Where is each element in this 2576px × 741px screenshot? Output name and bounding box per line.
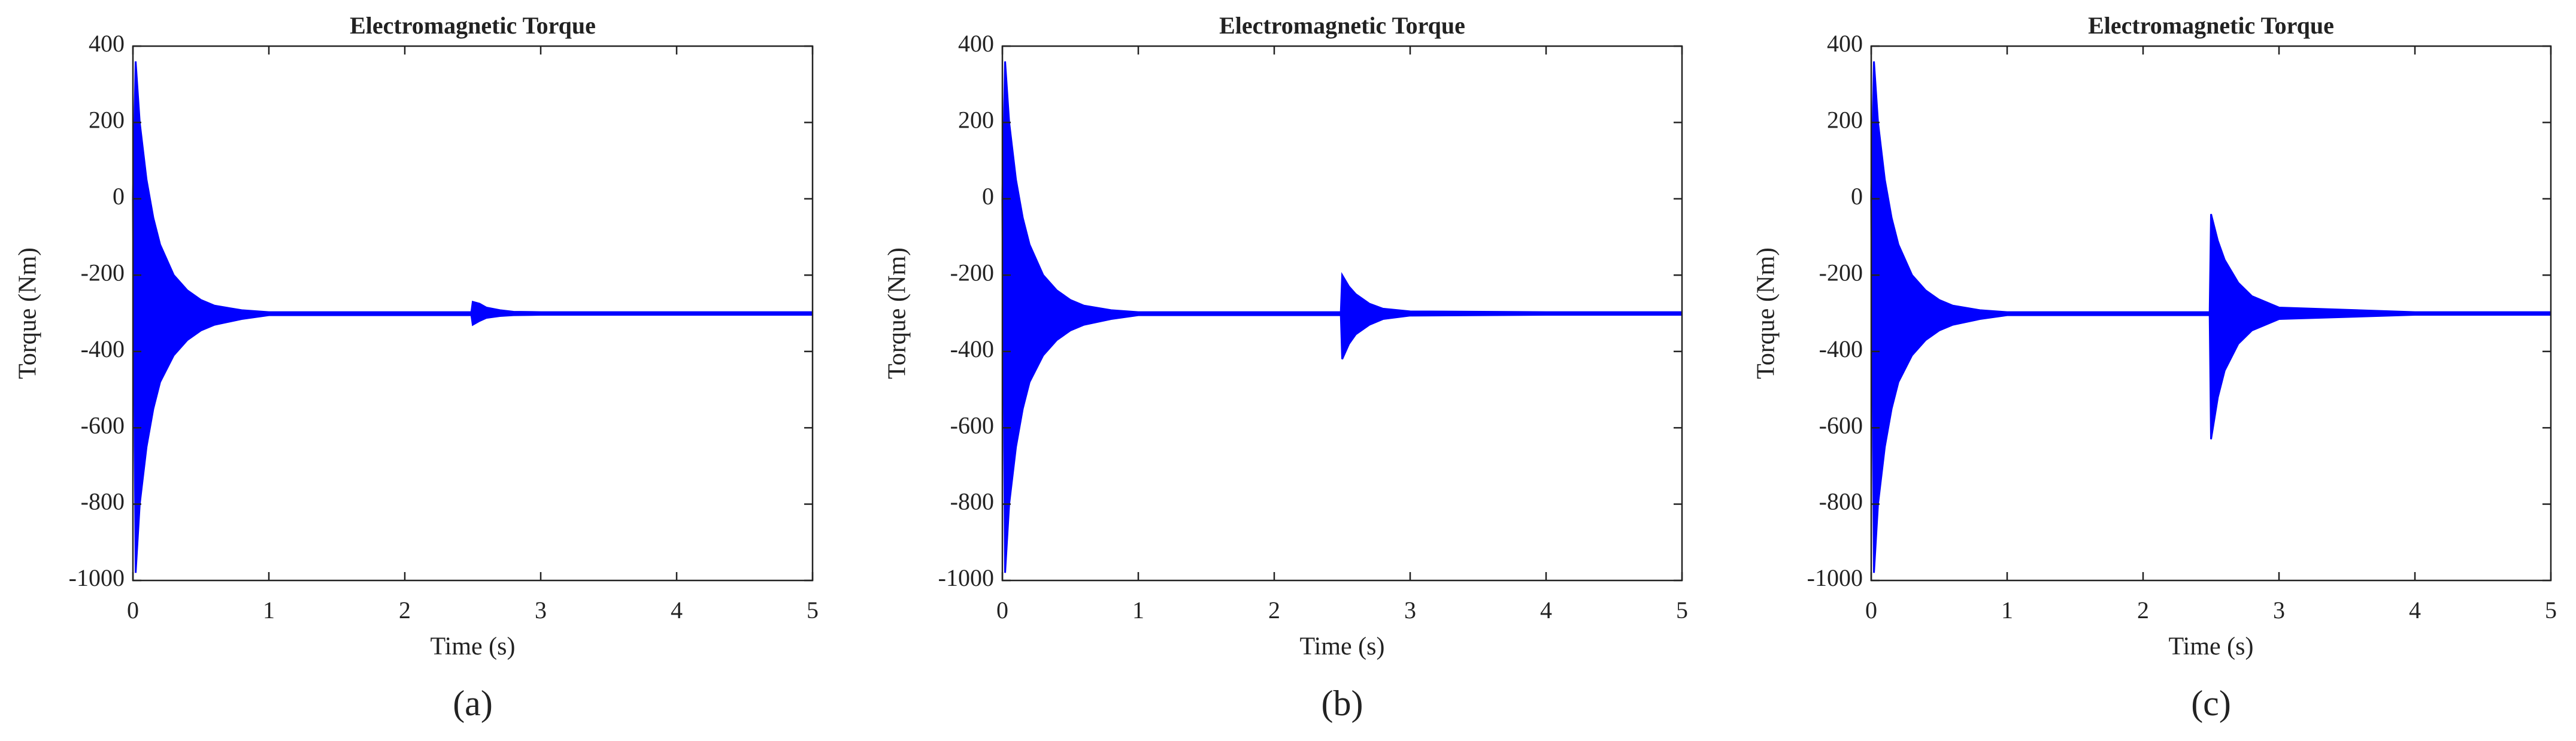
y-tick-label: 200 <box>89 107 125 134</box>
signal-line <box>132 61 813 313</box>
signal-line <box>132 198 813 573</box>
x-axis-label: Time (s) <box>2169 633 2254 661</box>
x-tick-label: 2 <box>399 597 411 624</box>
x-axis-label: Time (s) <box>431 633 516 661</box>
x-tick-label: 5 <box>2545 597 2557 624</box>
panel-caption: (a) <box>453 683 493 723</box>
chart-title: Electromagnetic Torque <box>350 12 596 39</box>
x-tick-label: 2 <box>2137 597 2149 624</box>
y-tick-label: 400 <box>89 30 125 57</box>
x-axis-label: Time (s) <box>1300 633 1385 661</box>
signal-line <box>1001 198 1682 573</box>
y-tick-label: 0 <box>113 183 125 210</box>
y-axis-label: Torque (Nm) <box>14 247 42 379</box>
y-tick-label: -400 <box>950 335 994 362</box>
x-tick-label: 1 <box>263 597 275 624</box>
y-tick-label: -600 <box>1819 412 1863 438</box>
x-tick-label: 1 <box>2001 597 2013 624</box>
x-tick-label: 0 <box>1865 597 1877 624</box>
axes-box <box>1001 45 1683 582</box>
y-tick-label: 400 <box>1827 30 1863 57</box>
chart-title: Electromagnetic Torque <box>1219 12 1465 39</box>
y-tick-label: -200 <box>950 259 994 286</box>
x-tick-label: 2 <box>1268 597 1280 624</box>
y-tick-label: 0 <box>982 183 994 210</box>
y-tick-label: -200 <box>1819 259 1863 286</box>
x-tick-label: 3 <box>1404 597 1416 624</box>
y-tick-label: -1000 <box>1807 564 1863 591</box>
y-tick-label: 0 <box>1851 183 1863 210</box>
y-tick-label: -800 <box>1819 488 1863 515</box>
panel-caption: (b) <box>1322 683 1363 723</box>
signal-band <box>1871 61 2551 573</box>
y-tick-label: -800 <box>950 488 994 515</box>
x-tick-label: 4 <box>1540 597 1552 624</box>
y-tick-label: 200 <box>958 107 994 134</box>
y-tick-label: 200 <box>1827 107 1863 134</box>
signal-line <box>1001 61 1682 313</box>
signal-line <box>1870 61 2551 313</box>
y-axis-label: Torque (Nm) <box>884 247 911 379</box>
signal-line <box>1870 198 2551 573</box>
x-tick-label: 4 <box>2409 597 2421 624</box>
x-tick-label: 0 <box>996 597 1008 624</box>
axes-box <box>1870 45 2552 582</box>
axes-box <box>132 45 814 582</box>
y-tick-label: -600 <box>81 412 125 438</box>
panel-caption: (c) <box>2191 683 2231 723</box>
y-tick-label: 400 <box>958 30 994 57</box>
x-tick-label: 0 <box>127 597 139 624</box>
y-tick-label: -800 <box>81 488 125 515</box>
signal-band <box>133 61 813 573</box>
y-tick-label: -600 <box>950 412 994 438</box>
y-tick-label: -400 <box>81 335 125 362</box>
x-tick-label: 3 <box>2273 597 2285 624</box>
y-tick-label: -400 <box>1819 335 1863 362</box>
y-tick-label: -1000 <box>938 564 994 591</box>
chart-title: Electromagnetic Torque <box>2088 12 2334 39</box>
x-tick-label: 4 <box>671 597 683 624</box>
x-tick-label: 3 <box>535 597 547 624</box>
y-axis-label: Torque (Nm) <box>1753 247 1780 379</box>
x-tick-label: 5 <box>807 597 819 624</box>
signal-band <box>1002 61 1682 573</box>
y-tick-label: -1000 <box>69 564 125 591</box>
y-tick-label: -200 <box>81 259 125 286</box>
x-tick-label: 1 <box>1132 597 1144 624</box>
x-tick-label: 5 <box>1676 597 1688 624</box>
